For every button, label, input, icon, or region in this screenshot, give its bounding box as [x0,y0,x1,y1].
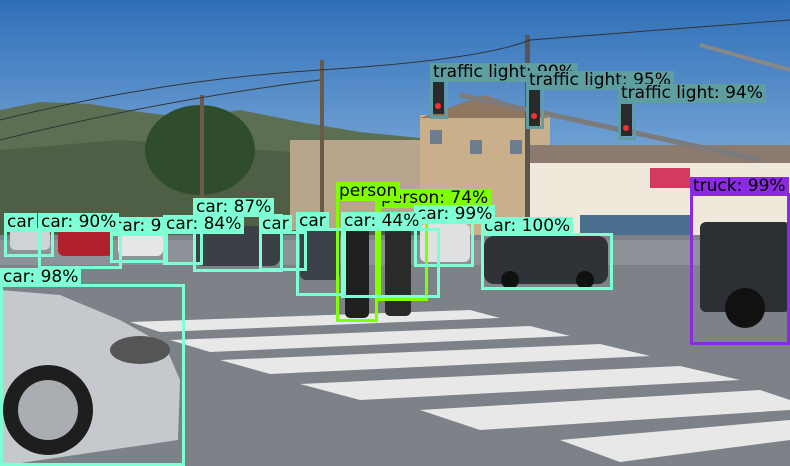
detection-box-person: person [336,182,401,322]
detection-box-person: person: 74% [378,189,492,301]
detection-label: truck: 99% [690,177,789,196]
detection-box-car: car: 99% [414,205,496,267]
detection-label: car: 87% [193,198,275,217]
detection-label: car: 84% [163,215,245,234]
detection-box-car: car: 44% [341,212,440,298]
detection-label: person: 74% [378,189,492,208]
detection-label: car [296,212,329,231]
detection-box-car: car: 100% [481,217,613,290]
detection-box-car: car: 9 [110,217,168,263]
detection-label: car: 44% [341,212,423,231]
detection-label: car [4,213,37,232]
detection-label: car: 9 [110,217,165,236]
detection-box-car: car: 90% [38,213,122,269]
detection-box-car: car [296,212,346,296]
detection-box-car: car: 87% [193,198,283,272]
detection-box-car: car: 98% [0,268,185,466]
detection-box-car: car: 84% [163,215,245,265]
detection-box-traffic-light: traffic light: 95% [526,71,674,129]
detection-label: car: 90% [38,213,120,232]
detection-label: car: 100% [481,217,574,236]
detection-box-truck: truck: 99% [690,177,790,345]
detection-box-traffic-light: traffic light: 90% [430,63,578,119]
detection-label: person [336,182,401,201]
detection-label: traffic light: 94% [618,84,766,103]
detection-box-traffic-light: traffic light: 94% [618,84,766,140]
detection-box-car: car [4,213,54,257]
detection-label: car: 98% [0,268,82,287]
detection-label: car: 99% [414,205,496,224]
